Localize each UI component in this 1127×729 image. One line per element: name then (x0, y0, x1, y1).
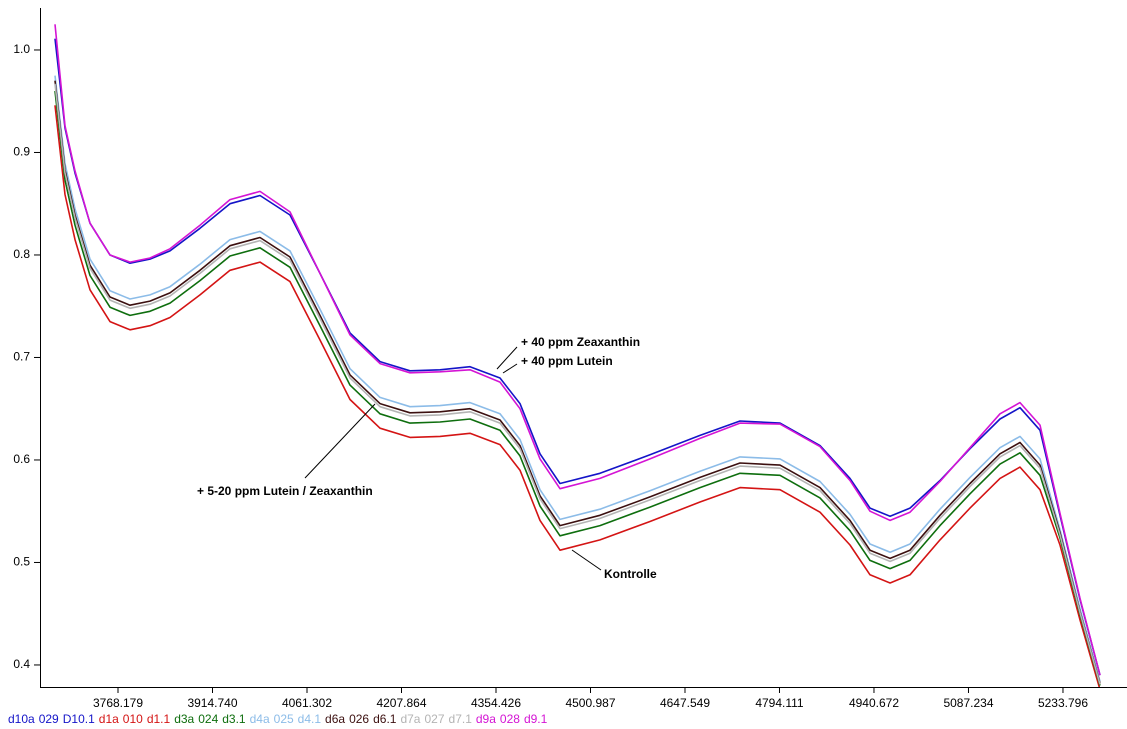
legend-entry: d9a (476, 712, 496, 726)
legend-entry: d6.1 (373, 712, 397, 726)
annotation: + 40 ppm Zeaxanthin (521, 335, 640, 349)
legend-entry: d9.1 (524, 712, 548, 726)
x-tick-label: 4354.426 (471, 696, 521, 710)
y-tick-label: 0.5 (13, 555, 30, 569)
series-line (54, 90, 1101, 686)
legend-entry: d3.1 (222, 712, 246, 726)
annotation-pointer (571, 549, 602, 571)
y-tick-label: 0.7 (13, 350, 30, 364)
annotation-pointer (496, 346, 518, 370)
legend-entry: d4a (250, 712, 270, 726)
series-line (54, 83, 1101, 685)
x-tick-label: 4794.111 (755, 696, 804, 710)
legend-entry: 010 (123, 712, 143, 726)
annotation-pointer (304, 403, 376, 479)
legend-entry: 029 (39, 712, 59, 726)
legend-entry: 024 (198, 712, 218, 726)
y-tick-label: 0.4 (13, 657, 30, 671)
legend-entry: 027 (424, 712, 444, 726)
x-tick-label: 4500.987 (565, 696, 615, 710)
y-tick-label: 0.8 (13, 247, 30, 261)
annotation: + 5-20 ppm Lutein / Zeaxanthin (197, 484, 373, 498)
annotation: + 40 ppm Lutein (521, 354, 613, 368)
legend-entry: d6a (325, 712, 345, 726)
legend-entry: d7a (400, 712, 420, 726)
x-tick-label: 3914.740 (187, 696, 237, 710)
y-tick-label: 0.9 (13, 145, 30, 159)
annotation-pointer (502, 363, 518, 374)
legend-entry: D10.1 (63, 712, 95, 726)
y-tick-label: 1.0 (13, 42, 30, 56)
legend-entry: 025 (274, 712, 294, 726)
x-tick-label: 5233.796 (1038, 696, 1088, 710)
legend-entry: d4.1 (298, 712, 322, 726)
x-tick-label: 3768.179 (93, 696, 143, 710)
x-tick-label: 4207.864 (376, 696, 426, 710)
legend-entry: d10a (8, 712, 35, 726)
series-line (54, 75, 1101, 682)
legend-entry: d1a (99, 712, 119, 726)
x-tick-label: 5087.234 (943, 696, 993, 710)
legend-entry: 028 (500, 712, 520, 726)
legend-entry: d7.1 (449, 712, 473, 726)
y-tick-label: 0.6 (13, 452, 30, 466)
x-tick-label: 4061.302 (282, 696, 332, 710)
annotation: Kontrolle (604, 567, 657, 581)
legend: d10a 029 D10.1 d1a 010 d1.1 d3a 024 d3.1 d4a 025 d4… (8, 712, 548, 726)
x-tick-label: 4940.672 (849, 696, 899, 710)
series-line (54, 105, 1101, 687)
series-line (54, 24, 1101, 676)
series-line (54, 80, 1101, 684)
legend-entry: d1.1 (147, 712, 171, 726)
legend-entry: 026 (349, 712, 369, 726)
x-tick-label: 4647.549 (660, 696, 710, 710)
legend-entry: d3a (174, 712, 194, 726)
plot-area (54, 24, 1101, 687)
